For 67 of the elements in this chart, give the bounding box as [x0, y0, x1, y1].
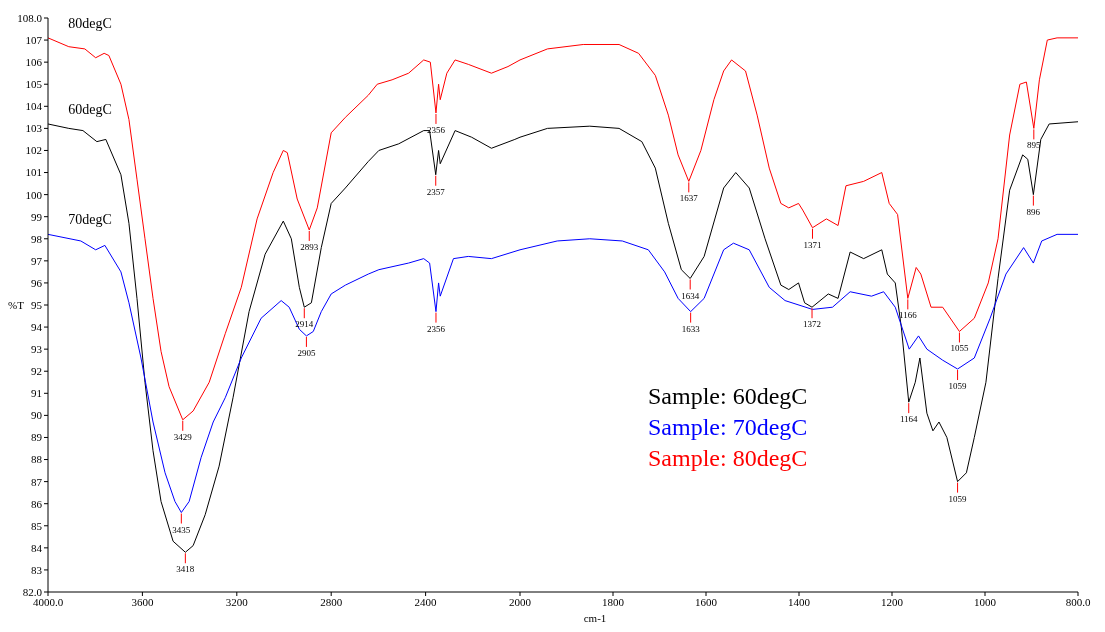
x-tick-label: 3200 — [225, 595, 249, 608]
y-tick-label: 105 — [25, 78, 43, 91]
annotation: 1055 — [950, 343, 969, 354]
y-tick-label: 106 — [25, 56, 43, 69]
annotation: 1634 — [681, 290, 700, 301]
y-tick-label: 95 — [31, 298, 43, 311]
annotation: 1164 — [899, 414, 919, 425]
y-tick-label: 82.0 — [22, 585, 43, 598]
y-tick-label: 98 — [31, 232, 43, 245]
y-tick-label: 90 — [31, 409, 43, 422]
y-tick-label: 104 — [25, 100, 43, 113]
text: Sample: 70degC — [648, 413, 808, 442]
x-axis-title: cm-1 — [583, 612, 607, 624]
y-tick-label: 97 — [31, 254, 43, 267]
annotation: 3435 — [172, 524, 191, 535]
x-tick-label: 1600 — [695, 595, 718, 608]
x-tick-label: 2400 — [414, 595, 438, 608]
text: Sample: 60degC — [648, 382, 808, 411]
annotation: 1059 — [948, 493, 968, 504]
y-tick-label: 96 — [31, 276, 43, 289]
y-tick-label: 89 — [31, 431, 43, 444]
y-axis-title: %T — [8, 298, 25, 311]
annotation: 2356 — [426, 323, 446, 334]
x-tick-label: 2800 — [320, 595, 343, 608]
x-tick-label: 4000.0 — [32, 595, 64, 608]
annotation: 2356 — [426, 124, 446, 135]
annotation: 2905 — [297, 347, 316, 358]
text: Sample: 80degC — [648, 444, 808, 473]
y-tick-label: 99 — [31, 210, 43, 223]
y-tick-label: 88 — [31, 453, 43, 466]
annotation: 3429 — [173, 431, 193, 442]
annotation: 1637 — [679, 193, 699, 204]
y-tick-label: 107 — [25, 33, 43, 46]
annotation: 1372 — [803, 319, 822, 330]
annotation: 1059 — [948, 381, 968, 392]
y-tick-label: 91 — [31, 387, 42, 400]
y-tick-label: 84 — [31, 541, 43, 554]
x-tick-label: 2000 — [509, 595, 532, 608]
y-tick-label: 85 — [31, 519, 43, 532]
series-label: 60degC — [68, 101, 112, 117]
y-tick-label: 100 — [25, 188, 43, 201]
annotation: 896 — [1026, 206, 1041, 217]
x-tick-label: 1800 — [602, 595, 625, 608]
annotation: 3418 — [176, 564, 195, 575]
y-tick-label: 102 — [25, 144, 42, 157]
annotation: 1166 — [898, 310, 918, 321]
y-tick-label: 86 — [31, 497, 43, 510]
x-tick-label: 1400 — [788, 595, 811, 608]
y-tick-label: 94 — [31, 320, 43, 333]
y-tick-label: 101 — [25, 166, 42, 179]
x-tick-label: 800.0 — [1065, 595, 1091, 608]
annotation: 895 — [1027, 140, 1042, 151]
x-tick-label: 3600 — [131, 595, 154, 608]
series-label: 80degC — [68, 15, 112, 31]
series-label: 70degC — [68, 212, 112, 228]
y-tick-label: 103 — [25, 122, 43, 135]
annotation: 2893 — [300, 241, 319, 252]
y-tick-label: 92 — [31, 365, 42, 378]
annotation: 1371 — [803, 239, 822, 250]
y-tick-label: 87 — [31, 475, 43, 488]
y-tick-label: 83 — [31, 563, 43, 576]
annotation: 1633 — [681, 323, 701, 334]
y-tick-label: 93 — [31, 343, 43, 356]
x-tick-label: 1000 — [974, 595, 997, 608]
x-tick-label: 1200 — [881, 595, 904, 608]
y-tick-label: 108.0 — [17, 11, 43, 24]
annotation: 2357 — [426, 186, 446, 197]
